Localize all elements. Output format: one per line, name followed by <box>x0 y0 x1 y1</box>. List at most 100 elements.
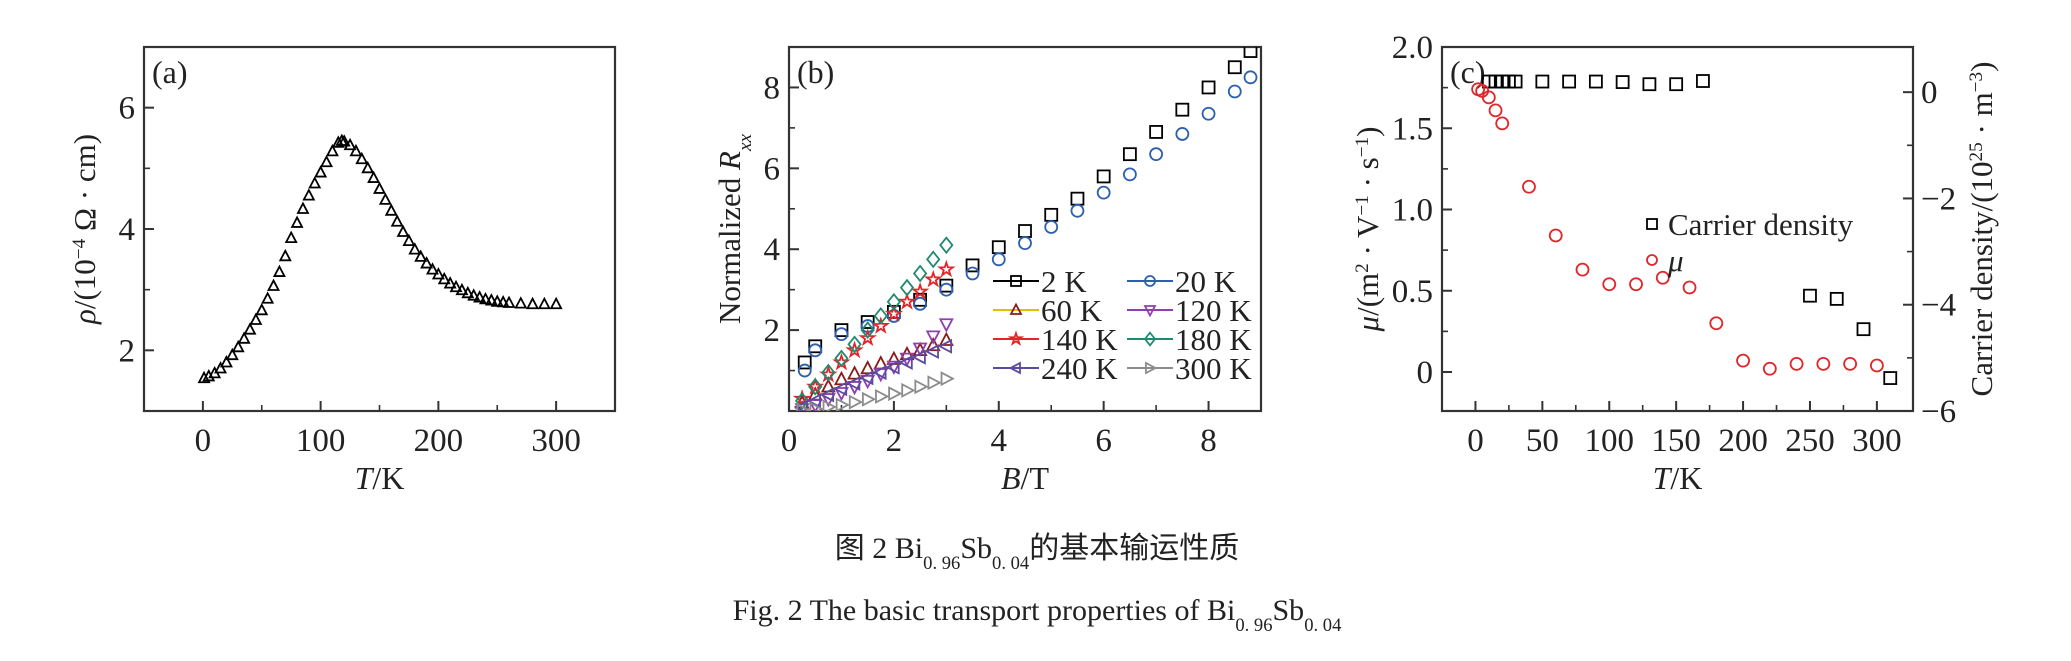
y-axis-title: Normalized Rxx <box>712 133 756 324</box>
data-point <box>290 215 304 228</box>
data-point <box>898 354 913 370</box>
y-tick-label: 2 <box>764 313 781 349</box>
data-point <box>514 296 528 309</box>
data-point <box>1044 220 1059 234</box>
legend-entry: 60 K <box>993 293 1103 328</box>
data-point <box>278 248 292 262</box>
x-tick-label: 6 <box>1095 423 1112 459</box>
data-point <box>1149 125 1164 139</box>
data-point <box>1696 74 1710 88</box>
data-point <box>809 401 824 411</box>
data-point <box>940 371 955 387</box>
x-tick-label: 8 <box>1200 423 1217 459</box>
legend-marker <box>1007 330 1025 346</box>
data-point <box>860 321 875 340</box>
data-point <box>549 296 563 310</box>
data-point <box>361 160 375 174</box>
series-carrier-density <box>1481 74 1898 385</box>
data-point <box>1736 353 1750 368</box>
legend-entry: 20 K <box>1127 264 1237 299</box>
label-part: 25 <box>1966 142 1987 161</box>
label-part: R <box>712 151 747 171</box>
data-point <box>808 339 823 354</box>
y-tick-label: 4 <box>119 212 136 248</box>
data-point <box>938 318 954 333</box>
data-point <box>912 264 928 283</box>
data-point <box>910 281 930 300</box>
data-point <box>924 344 939 360</box>
series-20-k <box>797 70 1258 378</box>
data-point <box>808 343 823 358</box>
data-point <box>1562 74 1577 89</box>
data-point <box>861 391 877 407</box>
plot-frame <box>787 45 1263 413</box>
label-part: /(m <box>1350 273 1385 316</box>
data-point <box>384 203 398 216</box>
data-point <box>899 352 915 367</box>
data-point <box>939 278 954 293</box>
data-point <box>314 165 328 178</box>
data-point <box>1070 203 1085 218</box>
legend-entry: 120 K <box>1127 293 1252 328</box>
data-point <box>860 374 876 390</box>
label-part: T <box>1653 460 1673 496</box>
legend-label: 20 K <box>1175 264 1237 299</box>
data-point <box>1481 90 1496 105</box>
data-point <box>1869 358 1884 373</box>
data-point <box>408 242 422 255</box>
data-point <box>834 323 849 338</box>
label-part: Sb <box>1273 594 1305 627</box>
data-point <box>847 365 863 380</box>
data-point <box>425 262 439 275</box>
data-point <box>337 134 351 147</box>
panel-label: (a) <box>152 54 188 90</box>
data-point <box>872 365 887 381</box>
label-part: Ω · cm) <box>67 134 102 239</box>
data-point <box>1495 116 1510 131</box>
series-2-k <box>797 47 1258 370</box>
plot-frame <box>1440 45 1915 413</box>
panel-c-mobility-carrier-chart: 0 50 100 150 200 250 30000.51.01.52.00−2−4−6T/… <box>1350 30 1999 496</box>
legend-marker <box>1145 361 1158 375</box>
data-point <box>237 331 251 344</box>
data-point <box>885 359 900 375</box>
legend-label: 120 K <box>1175 293 1252 328</box>
data-point <box>1201 106 1216 121</box>
legend-entry: μ <box>1646 243 1684 278</box>
legend-label: 180 K <box>1175 322 1252 357</box>
data-point <box>911 349 926 365</box>
data-point <box>267 278 281 291</box>
label-part: −3 <box>1966 72 1987 92</box>
legend-entry: 300 K <box>1127 351 1252 386</box>
data-point <box>320 154 334 168</box>
data-point <box>484 293 498 306</box>
label-part: Carrier density/(10 <box>1964 161 1999 396</box>
data-point <box>937 259 956 278</box>
data-point <box>822 399 837 411</box>
data-point <box>231 339 245 353</box>
data-point <box>886 360 902 376</box>
data-point <box>860 360 876 375</box>
label-part: /K <box>1670 460 1702 496</box>
data-point <box>1227 60 1242 75</box>
data-point <box>793 399 808 411</box>
data-point <box>197 370 211 384</box>
data-point <box>1856 322 1871 337</box>
data-point <box>888 386 903 402</box>
series-0 <box>197 133 563 384</box>
data-point <box>296 201 310 214</box>
data-point <box>991 240 1006 255</box>
legend-marker <box>1009 302 1023 315</box>
data-point <box>431 267 445 280</box>
legend: 2 K 20 K 60 K 120 K 140 K 180 K 240 K 300 K <box>993 264 1252 386</box>
data-point <box>912 342 928 357</box>
data-point <box>1227 84 1242 99</box>
data-point <box>965 266 980 281</box>
data-point <box>797 355 812 370</box>
label-part: T <box>355 460 375 496</box>
data-point <box>925 336 941 352</box>
label-part: 0. 04 <box>992 553 1029 574</box>
data-point <box>1508 74 1523 89</box>
